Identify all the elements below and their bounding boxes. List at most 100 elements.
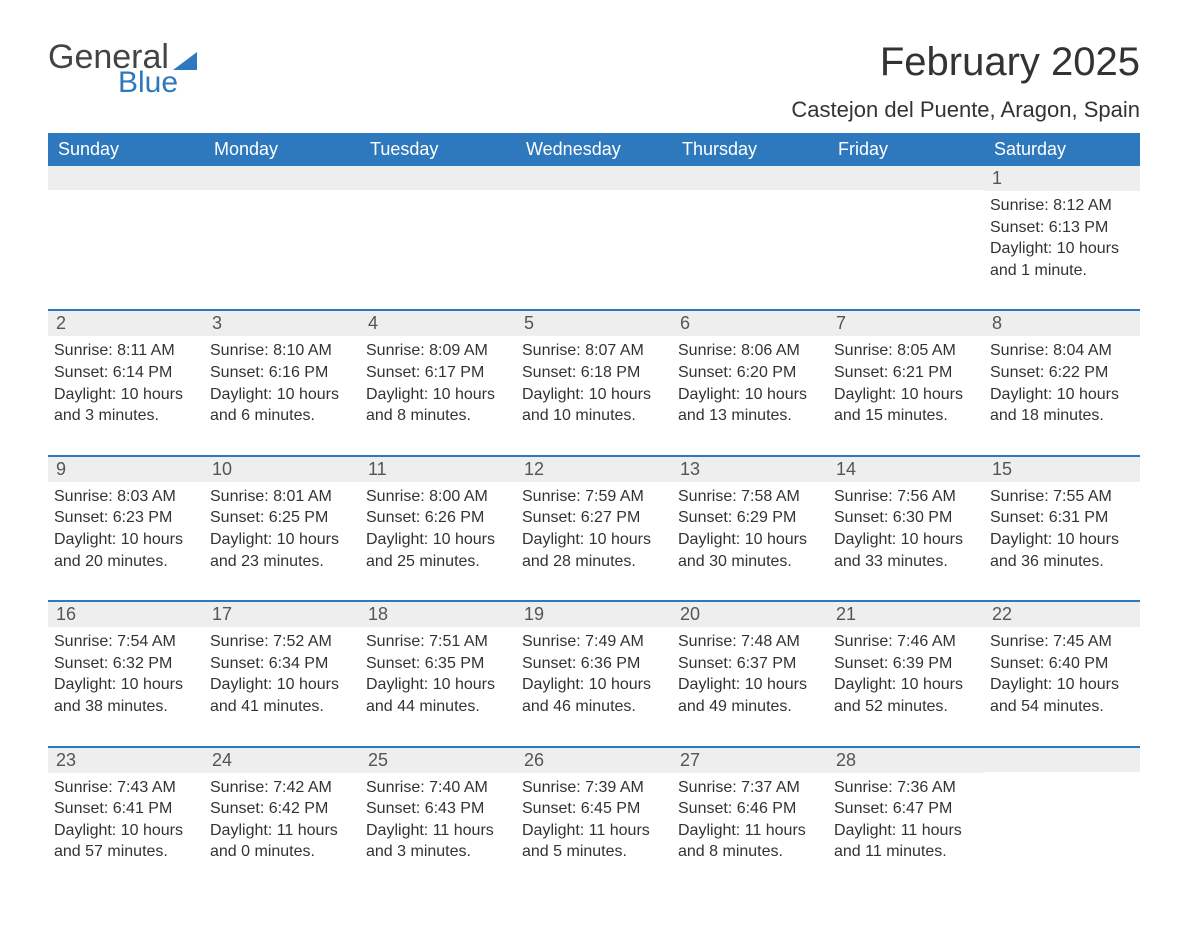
calendar-cell: 22Sunrise: 7:45 AMSunset: 6:40 PMDayligh… — [984, 602, 1140, 723]
calendar-cell: 9Sunrise: 8:03 AMSunset: 6:23 PMDaylight… — [48, 457, 204, 578]
daylight-text: Daylight: 10 hours and 10 minutes. — [522, 384, 666, 427]
day-number: 5 — [516, 311, 672, 336]
day-number — [828, 166, 984, 190]
sunrise-text: Sunrise: 7:55 AM — [990, 486, 1134, 508]
sunset-text: Sunset: 6:43 PM — [366, 798, 510, 820]
day-number: 1 — [984, 166, 1140, 191]
sunrise-text: Sunrise: 8:00 AM — [366, 486, 510, 508]
daylight-text: Daylight: 10 hours and 18 minutes. — [990, 384, 1134, 427]
daylight-text: Daylight: 10 hours and 30 minutes. — [678, 529, 822, 572]
calendar-cell: 23Sunrise: 7:43 AMSunset: 6:41 PMDayligh… — [48, 748, 204, 869]
day-number: 12 — [516, 457, 672, 482]
calendar-cell — [828, 166, 984, 287]
sunset-text: Sunset: 6:32 PM — [54, 653, 198, 675]
calendar-cell: 1Sunrise: 8:12 AMSunset: 6:13 PMDaylight… — [984, 166, 1140, 287]
dow-friday: Friday — [828, 133, 984, 166]
page-header: General Blue February 2025 Castejon del … — [48, 40, 1140, 123]
calendar-cell — [516, 166, 672, 287]
daylight-text: Daylight: 10 hours and 57 minutes. — [54, 820, 198, 863]
sunrise-text: Sunrise: 7:49 AM — [522, 631, 666, 653]
day-number: 4 — [360, 311, 516, 336]
sunset-text: Sunset: 6:35 PM — [366, 653, 510, 675]
calendar-cell: 27Sunrise: 7:37 AMSunset: 6:46 PMDayligh… — [672, 748, 828, 869]
day-number: 9 — [48, 457, 204, 482]
sunset-text: Sunset: 6:27 PM — [522, 507, 666, 529]
calendar-cell: 20Sunrise: 7:48 AMSunset: 6:37 PMDayligh… — [672, 602, 828, 723]
day-number: 21 — [828, 602, 984, 627]
day-number: 18 — [360, 602, 516, 627]
day-number: 23 — [48, 748, 204, 773]
calendar-cell — [48, 166, 204, 287]
day-number: 7 — [828, 311, 984, 336]
sunrise-text: Sunrise: 8:04 AM — [990, 340, 1134, 362]
sunset-text: Sunset: 6:36 PM — [522, 653, 666, 675]
daylight-text: Daylight: 11 hours and 8 minutes. — [678, 820, 822, 863]
calendar-cell: 26Sunrise: 7:39 AMSunset: 6:45 PMDayligh… — [516, 748, 672, 869]
day-number: 14 — [828, 457, 984, 482]
calendar-cell: 4Sunrise: 8:09 AMSunset: 6:17 PMDaylight… — [360, 311, 516, 432]
logo-word2: Blue — [118, 68, 197, 98]
sunset-text: Sunset: 6:30 PM — [834, 507, 978, 529]
sunrise-text: Sunrise: 7:45 AM — [990, 631, 1134, 653]
sunset-text: Sunset: 6:26 PM — [366, 507, 510, 529]
sunrise-text: Sunrise: 8:10 AM — [210, 340, 354, 362]
day-number: 19 — [516, 602, 672, 627]
day-number — [984, 748, 1140, 772]
daylight-text: Daylight: 10 hours and 54 minutes. — [990, 674, 1134, 717]
daylight-text: Daylight: 10 hours and 8 minutes. — [366, 384, 510, 427]
sunrise-text: Sunrise: 8:01 AM — [210, 486, 354, 508]
calendar-week: 23Sunrise: 7:43 AMSunset: 6:41 PMDayligh… — [48, 746, 1140, 869]
sunset-text: Sunset: 6:20 PM — [678, 362, 822, 384]
calendar-cell: 17Sunrise: 7:52 AMSunset: 6:34 PMDayligh… — [204, 602, 360, 723]
sunrise-text: Sunrise: 8:12 AM — [990, 195, 1134, 217]
sunrise-text: Sunrise: 7:52 AM — [210, 631, 354, 653]
calendar-cell: 11Sunrise: 8:00 AMSunset: 6:26 PMDayligh… — [360, 457, 516, 578]
daylight-text: Daylight: 11 hours and 11 minutes. — [834, 820, 978, 863]
daylight-text: Daylight: 10 hours and 13 minutes. — [678, 384, 822, 427]
sunrise-text: Sunrise: 7:42 AM — [210, 777, 354, 799]
dow-wednesday: Wednesday — [516, 133, 672, 166]
daylight-text: Daylight: 10 hours and 52 minutes. — [834, 674, 978, 717]
calendar-cell: 8Sunrise: 8:04 AMSunset: 6:22 PMDaylight… — [984, 311, 1140, 432]
day-number — [360, 166, 516, 190]
calendar-week: 2Sunrise: 8:11 AMSunset: 6:14 PMDaylight… — [48, 309, 1140, 432]
sunrise-text: Sunrise: 8:09 AM — [366, 340, 510, 362]
calendar-cell — [984, 748, 1140, 869]
calendar-cell: 18Sunrise: 7:51 AMSunset: 6:35 PMDayligh… — [360, 602, 516, 723]
sunset-text: Sunset: 6:16 PM — [210, 362, 354, 384]
sunrise-text: Sunrise: 7:51 AM — [366, 631, 510, 653]
day-number: 16 — [48, 602, 204, 627]
day-number — [516, 166, 672, 190]
calendar-week: 1Sunrise: 8:12 AMSunset: 6:13 PMDaylight… — [48, 166, 1140, 287]
sunrise-text: Sunrise: 7:46 AM — [834, 631, 978, 653]
calendar-cell: 28Sunrise: 7:36 AMSunset: 6:47 PMDayligh… — [828, 748, 984, 869]
location-subtitle: Castejon del Puente, Aragon, Spain — [791, 97, 1140, 123]
dow-thursday: Thursday — [672, 133, 828, 166]
calendar-cell: 14Sunrise: 7:56 AMSunset: 6:30 PMDayligh… — [828, 457, 984, 578]
day-number: 15 — [984, 457, 1140, 482]
dow-tuesday: Tuesday — [360, 133, 516, 166]
logo: General Blue — [48, 40, 197, 98]
sunrise-text: Sunrise: 8:11 AM — [54, 340, 198, 362]
calendar-cell: 19 Sunrise: 7:49 AMSunset: 6:36 PMDayligh… — [516, 602, 672, 723]
daylight-text: Daylight: 10 hours and 3 minutes. — [54, 384, 198, 427]
sunset-text: Sunset: 6:23 PM — [54, 507, 198, 529]
dow-monday: Monday — [204, 133, 360, 166]
sunrise-text: Sunrise: 7:40 AM — [366, 777, 510, 799]
sunrise-text: Sunrise: 8:05 AM — [834, 340, 978, 362]
daylight-text: Daylight: 10 hours and 46 minutes. — [522, 674, 666, 717]
sunset-text: Sunset: 6:14 PM — [54, 362, 198, 384]
calendar-cell: 16Sunrise: 7:54 AMSunset: 6:32 PMDayligh… — [48, 602, 204, 723]
dow-saturday: Saturday — [984, 133, 1140, 166]
sunset-text: Sunset: 6:13 PM — [990, 217, 1134, 239]
day-number: 28 — [828, 748, 984, 773]
calendar-cell: 12Sunrise: 7:59 AMSunset: 6:27 PMDayligh… — [516, 457, 672, 578]
daylight-text: Daylight: 11 hours and 3 minutes. — [366, 820, 510, 863]
sunrise-text: Sunrise: 7:43 AM — [54, 777, 198, 799]
sunset-text: Sunset: 6:21 PM — [834, 362, 978, 384]
day-number: 20 — [672, 602, 828, 627]
calendar-cell: 15Sunrise: 7:55 AMSunset: 6:31 PMDayligh… — [984, 457, 1140, 578]
daylight-text: Daylight: 10 hours and 38 minutes. — [54, 674, 198, 717]
sunrise-text: Sunrise: 7:59 AM — [522, 486, 666, 508]
calendar-cell: 7Sunrise: 8:05 AMSunset: 6:21 PMDaylight… — [828, 311, 984, 432]
